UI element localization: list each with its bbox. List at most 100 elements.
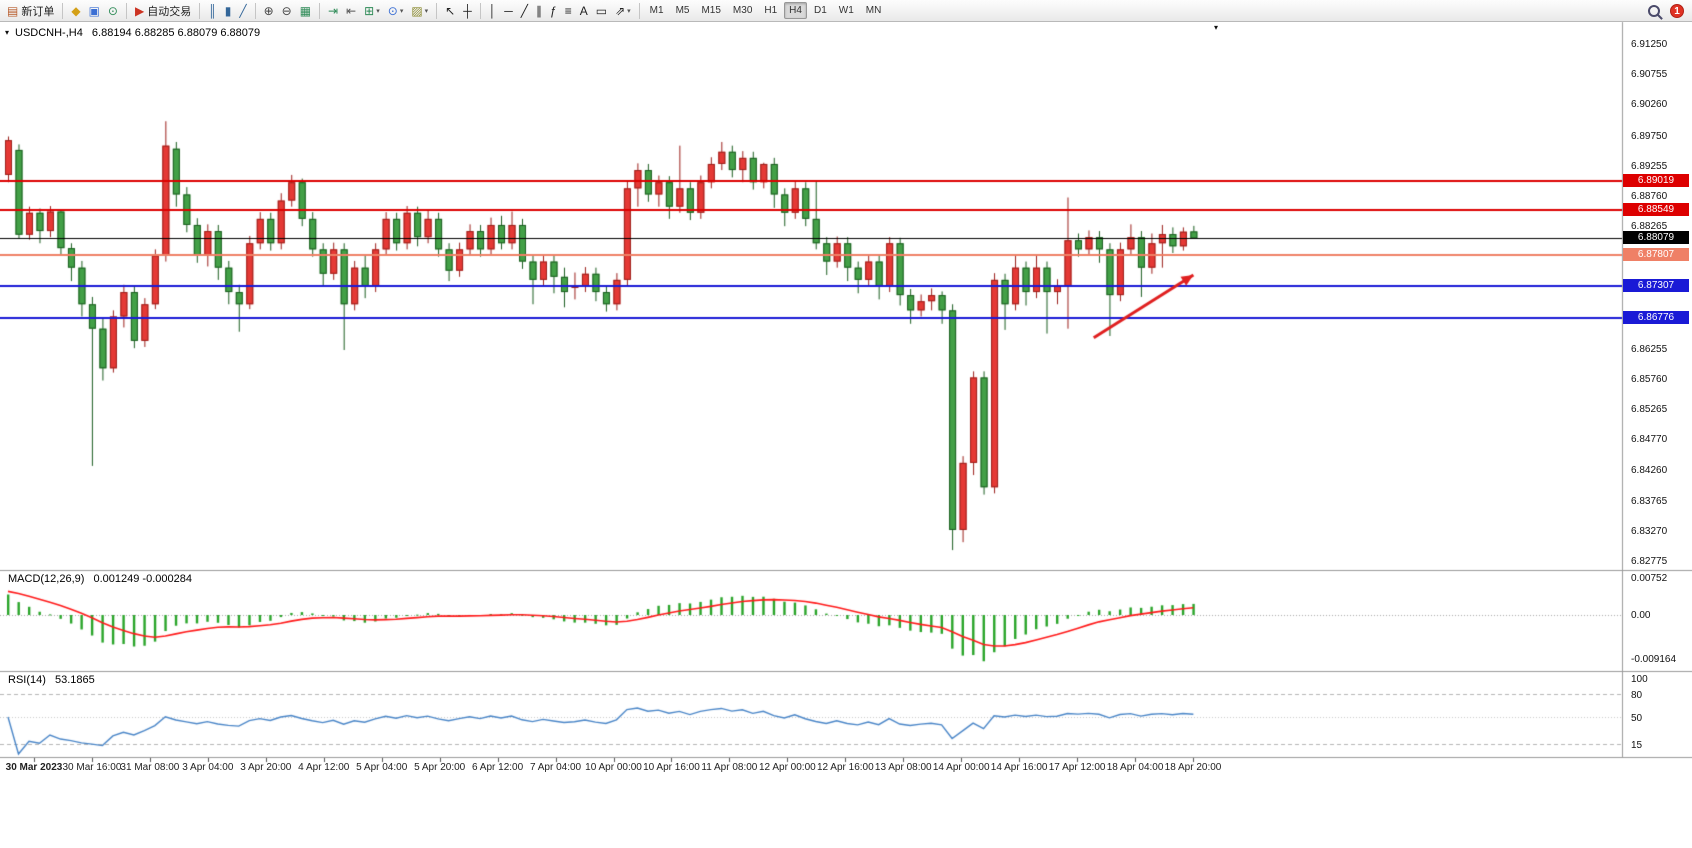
time-axis-label: 4 Apr 12:00 xyxy=(298,762,350,773)
chevron-down-icon: ▾ xyxy=(424,7,429,15)
price-chart-canvas[interactable] xyxy=(0,0,1692,790)
price-axis-label: 6.91250 xyxy=(1631,39,1668,50)
text-button[interactable]: A xyxy=(577,2,591,20)
timeframe-m1[interactable]: M1 xyxy=(649,5,664,16)
periods-icon: ⊙ xyxy=(387,3,398,18)
timeframe-h1[interactable]: H1 xyxy=(764,5,778,16)
line-chart-icon: ╱ xyxy=(239,3,247,18)
horizontal-line-button[interactable]: ─ xyxy=(501,2,516,20)
trendline-icon: ╱ xyxy=(520,3,529,18)
price-level-badge: 6.88079 xyxy=(1623,231,1689,245)
toolbar-divider xyxy=(436,2,438,19)
strategy-tester-button[interactable]: ▣ xyxy=(86,2,103,20)
fibonacci-button[interactable]: ƒ xyxy=(547,2,560,20)
rsi-scale-label: 100 xyxy=(1631,674,1648,685)
price-axis-label: 6.90755 xyxy=(1631,69,1668,81)
scroll-anchor-icon: ▾ xyxy=(1214,23,1219,32)
time-axis-label: 12 Apr 00:00 xyxy=(758,762,816,773)
price-level-badge: 6.86776 xyxy=(1623,310,1689,324)
vertical-line-button[interactable]: │ xyxy=(486,2,500,20)
notification-badge[interactable]: 1 xyxy=(1670,4,1684,18)
toolbar-divider xyxy=(125,2,127,19)
timeframe-mn[interactable]: MN xyxy=(865,5,882,16)
toolbar-divider xyxy=(479,2,481,19)
price-axis-label: 6.90260 xyxy=(1631,99,1668,111)
toolbar-divider xyxy=(254,2,256,19)
timeframe-h4[interactable]: H4 xyxy=(784,2,807,19)
line-chart-button[interactable]: ╱ xyxy=(236,2,249,20)
macd-scale-label: -0.009164 xyxy=(1631,654,1677,665)
history-center-icon: ⊙ xyxy=(107,3,118,18)
time-axis-label: 3 Apr 04:00 xyxy=(182,762,234,773)
indicators-button[interactable]: ⊞ ▾ xyxy=(361,2,383,20)
macd-label: MACD(12,26,9) xyxy=(8,573,85,585)
arrows-button[interactable]: ⇗ ▾ xyxy=(612,2,634,20)
rsi-label: RSI(14) xyxy=(8,674,46,686)
horizontal-line-icon: ─ xyxy=(504,3,513,18)
macd-values: 0.001249 -0.000284 xyxy=(93,573,192,585)
auto-scroll-icon: ⇥ xyxy=(328,3,339,18)
new-order-button[interactable]: ▤ 新订单 xyxy=(4,2,57,20)
rsi-scale-label: 15 xyxy=(1631,740,1643,752)
price-axis-label: 6.89255 xyxy=(1631,160,1668,172)
price-axis-label: 6.88760 xyxy=(1631,190,1668,202)
auto-scroll-button[interactable]: ⇥ xyxy=(325,2,341,20)
macd-header: MACD(12,26,9) 0.001249 -0.000284 xyxy=(8,573,192,585)
equidistant-channel-icon: ∥ xyxy=(536,3,543,18)
cursor-button[interactable]: ↖ xyxy=(442,2,458,20)
toolbar-divider xyxy=(199,2,201,19)
timeframe-m15[interactable]: M15 xyxy=(701,5,721,16)
metaeditor-button[interactable]: ◆ xyxy=(68,2,83,20)
new-order-button-label: 新订单 xyxy=(21,5,55,18)
indicators-icon: ⊞ xyxy=(364,3,375,18)
timeframe-w1[interactable]: W1 xyxy=(838,5,854,16)
price-axis-label: 6.84260 xyxy=(1631,465,1668,477)
time-axis-label: 18 Apr 04:00 xyxy=(1106,762,1164,773)
shapes-icon: ≡ xyxy=(564,3,572,18)
periods-button[interactable]: ⊙ ▾ xyxy=(385,2,407,20)
time-axis-label: 5 Apr 20:00 xyxy=(414,762,466,773)
zoom-out-button[interactable]: ⊖ xyxy=(279,2,295,20)
timeframe-m5[interactable]: M5 xyxy=(675,5,690,16)
price-axis-label: 6.86255 xyxy=(1631,343,1668,355)
chart-shift-icon: ⇤ xyxy=(346,3,357,18)
price-axis-label: 6.89750 xyxy=(1631,130,1668,142)
chart-shift-button[interactable]: ⇤ xyxy=(343,2,359,20)
text-label-button[interactable]: ▭ xyxy=(593,2,610,20)
autotrading-button[interactable]: ▶ 自动交易 xyxy=(132,2,194,20)
crosshair-icon: ┼ xyxy=(463,3,472,18)
tile-windows-button[interactable]: ▦ xyxy=(297,2,314,20)
trendline-button[interactable]: ╱ xyxy=(518,2,531,20)
text-label-icon: ▭ xyxy=(595,3,608,18)
price-level-badge: 6.89019 xyxy=(1623,174,1689,188)
zoom-in-button[interactable]: ⊕ xyxy=(261,2,277,20)
history-center-button[interactable]: ⊙ xyxy=(105,2,121,20)
rsi-scale-label: 50 xyxy=(1631,713,1643,724)
zoom-out-icon: ⊖ xyxy=(281,3,292,18)
equidistant-channel-button[interactable]: ∥ xyxy=(533,2,545,20)
collapse-triangle-icon[interactable]: ▾ xyxy=(5,28,10,37)
timeframe-m30[interactable]: M30 xyxy=(732,5,753,16)
timeframe-d1[interactable]: D1 xyxy=(813,5,827,16)
time-axis-label: 14 Apr 00:00 xyxy=(932,762,990,773)
rsi-scale-label: 80 xyxy=(1631,689,1643,701)
crosshair-button[interactable]: ┼ xyxy=(460,2,475,20)
candlestick-chart-button[interactable]: ▮ xyxy=(222,2,235,20)
new-order-icon: ▤ xyxy=(7,3,19,18)
time-axis-label: 5 Apr 04:00 xyxy=(356,762,408,773)
price-axis-label: 6.84770 xyxy=(1631,434,1668,446)
chevron-down-icon: ▾ xyxy=(376,7,380,15)
chart-header: USDCNH-,H4 6.88194 6.88285 6.88079 6.880… xyxy=(15,27,260,39)
shapes-button[interactable]: ≡ xyxy=(562,2,575,20)
text-icon: A xyxy=(579,3,588,18)
metaeditor-icon: ◆ xyxy=(71,3,81,18)
rsi-value: 53.1865 xyxy=(54,674,95,686)
time-axis-label: 31 Mar 08:00 xyxy=(120,762,180,773)
time-axis-label: 14 Apr 16:00 xyxy=(990,762,1048,773)
time-axis-label: 17 Apr 12:00 xyxy=(1048,762,1106,773)
price-axis-label: 6.83765 xyxy=(1631,495,1668,507)
bar-chart-button[interactable]: ║ xyxy=(205,2,220,20)
autotrading-icon: ▶ xyxy=(134,3,145,18)
templates-button[interactable]: ▨ ▾ xyxy=(408,2,431,20)
search-icon[interactable] xyxy=(1648,5,1660,17)
